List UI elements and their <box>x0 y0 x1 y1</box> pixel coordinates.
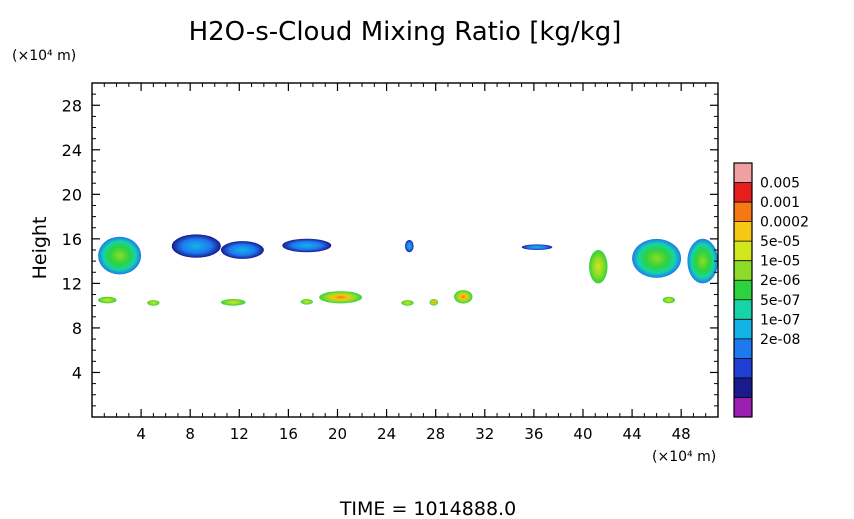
cloud-region <box>589 250 608 284</box>
y-tick-label: 28 <box>62 96 82 115</box>
x-tick-label: 12 <box>230 425 249 443</box>
colorbar-label: 1e-05 <box>760 254 800 270</box>
x-tick-label: 20 <box>328 425 347 443</box>
y-tick-label: 4 <box>72 363 82 382</box>
colorbar-label: 5e-05 <box>760 234 800 250</box>
colorbar-swatch <box>734 280 752 301</box>
y-tick-label: 16 <box>62 230 82 249</box>
colorbar-label: 5e-07 <box>760 293 800 309</box>
x-tick-label: 36 <box>524 425 543 443</box>
x-tick-label: 48 <box>672 425 691 443</box>
colorbar-label: 0.001 <box>760 195 800 211</box>
x-tick-label: 28 <box>426 425 445 443</box>
cloud-region <box>319 291 363 304</box>
cloud-region <box>454 290 473 304</box>
colorbar-swatch <box>734 241 752 261</box>
y-axis-label: Height <box>29 217 51 280</box>
cloud-region <box>171 234 221 258</box>
cloud-region <box>401 300 414 306</box>
y-unit-label: (×10⁴ m) <box>12 48 76 64</box>
cloud-region <box>405 240 414 253</box>
x-tick-label: 16 <box>279 425 298 443</box>
cloud-region <box>282 238 332 253</box>
cloud-region <box>632 238 682 278</box>
y-tick-label: 24 <box>62 141 82 160</box>
cloud-region <box>687 238 718 284</box>
colorbar-swatch <box>734 338 752 359</box>
colorbar-swatch <box>734 182 752 203</box>
colorbar-label: 2e-06 <box>760 273 800 289</box>
cloud-region <box>521 244 553 250</box>
colorbar: 0.005 0.001 0.0002 5e-05 1e-05 2e-06 5e-07 1e-0… <box>733 162 809 418</box>
x-tick-label: 8 <box>185 425 195 443</box>
x-unit-label: (×10⁴ m) <box>652 449 716 465</box>
y-tick-label: 20 <box>62 185 82 204</box>
cloud-field <box>98 234 718 306</box>
y-tick-label: 8 <box>72 319 82 338</box>
chart-title: H2O-s-Cloud Mixing Ratio [kg/kg] <box>189 17 622 47</box>
colorbar-swatch <box>734 358 752 379</box>
cloud-region <box>98 236 142 275</box>
x-tick-label: 32 <box>475 425 494 443</box>
cloud-region <box>300 299 313 305</box>
x-tick-label: 44 <box>623 425 642 443</box>
cloud-region <box>429 299 439 306</box>
colorbar-swatch <box>734 377 752 398</box>
colorbar-swatch <box>734 221 752 242</box>
cloud-region <box>220 241 264 259</box>
colorbar-swatch <box>734 397 752 418</box>
colorbar-swatch <box>734 202 752 222</box>
colorbar-label: 1e-07 <box>760 312 800 328</box>
cloud-region <box>220 299 246 306</box>
cloud-region <box>98 296 117 304</box>
colorbar-swatch <box>734 163 752 183</box>
colorbar-label: 0.0002 <box>760 215 809 231</box>
colorbar-swatch <box>734 319 752 340</box>
time-label: TIME = 1014888.0 <box>339 498 516 519</box>
colorbar-label: 2e-08 <box>760 332 800 348</box>
y-axis: 4 8 12 16 20 24 28 <box>62 93 718 407</box>
y-tick-label: 12 <box>62 274 82 293</box>
x-tick-label: 4 <box>136 425 146 443</box>
colorbar-swatch <box>734 299 752 320</box>
colorbar-label: 0.005 <box>760 176 800 192</box>
x-tick-label: 40 <box>573 425 592 443</box>
cloud-region <box>662 296 676 304</box>
cloud-region <box>147 300 160 306</box>
x-axis: 4 8 12 16 20 24 28 32 36 40 44 48 <box>103 83 707 443</box>
colorbar-frame <box>733 162 753 418</box>
colorbar-swatch <box>734 260 752 281</box>
x-tick-label: 24 <box>377 425 396 443</box>
